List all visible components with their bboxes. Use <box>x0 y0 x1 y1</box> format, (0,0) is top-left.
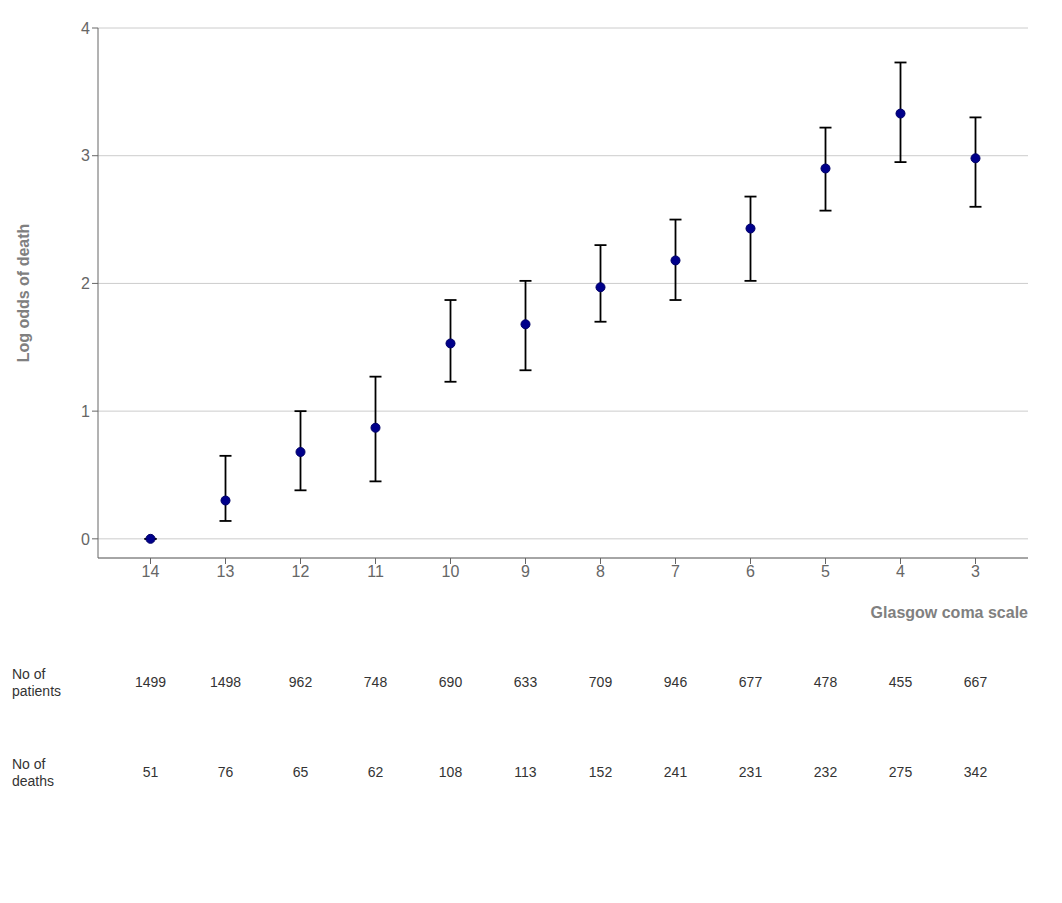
svg-text:748: 748 <box>364 674 388 690</box>
svg-text:11: 11 <box>367 563 384 580</box>
svg-text:690: 690 <box>439 674 463 690</box>
svg-text:65: 65 <box>293 764 309 780</box>
svg-text:241: 241 <box>664 764 688 780</box>
svg-text:2: 2 <box>81 275 90 292</box>
svg-text:7: 7 <box>671 563 680 580</box>
svg-text:478: 478 <box>814 674 838 690</box>
svg-text:6: 6 <box>746 563 755 580</box>
svg-text:962: 962 <box>289 674 313 690</box>
svg-text:12: 12 <box>292 563 310 580</box>
svg-text:0: 0 <box>81 531 90 548</box>
svg-text:455: 455 <box>889 674 913 690</box>
svg-text:946: 946 <box>664 674 688 690</box>
svg-text:5: 5 <box>821 563 830 580</box>
svg-text:62: 62 <box>368 764 384 780</box>
svg-text:Glasgow coma scale: Glasgow coma scale <box>871 604 1029 621</box>
html-text:No of patients: No of patients <box>12 666 61 699</box>
svg-text:4: 4 <box>81 20 90 37</box>
svg-text:231: 231 <box>739 764 763 780</box>
svg-text:113: 113 <box>514 764 537 780</box>
svg-text:709: 709 <box>589 674 613 690</box>
svg-text:3: 3 <box>971 563 980 580</box>
svg-text:4: 4 <box>896 563 905 580</box>
svg-text:14: 14 <box>142 563 160 580</box>
svg-text:1498: 1498 <box>210 674 241 690</box>
svg-text:Log odds of death: Log odds of death <box>15 224 32 363</box>
svg-text:677: 677 <box>739 674 763 690</box>
svg-text:667: 667 <box>964 674 988 690</box>
svg-text:342: 342 <box>964 764 988 780</box>
svg-text:1: 1 <box>81 403 90 420</box>
svg-text:76: 76 <box>218 764 234 780</box>
svg-text:232: 232 <box>814 764 838 780</box>
svg-text:108: 108 <box>439 764 463 780</box>
svg-text:1499: 1499 <box>135 674 166 690</box>
svg-text:3: 3 <box>81 147 90 164</box>
svg-text:9: 9 <box>521 563 530 580</box>
svg-text:51: 51 <box>143 764 159 780</box>
svg-text:152: 152 <box>589 764 613 780</box>
svg-text:8: 8 <box>596 563 605 580</box>
svg-text:13: 13 <box>217 563 235 580</box>
html-text:No of deaths: No of deaths <box>12 756 54 789</box>
svg-text:275: 275 <box>889 764 913 780</box>
svg-text:10: 10 <box>442 563 460 580</box>
svg-text:633: 633 <box>514 674 538 690</box>
